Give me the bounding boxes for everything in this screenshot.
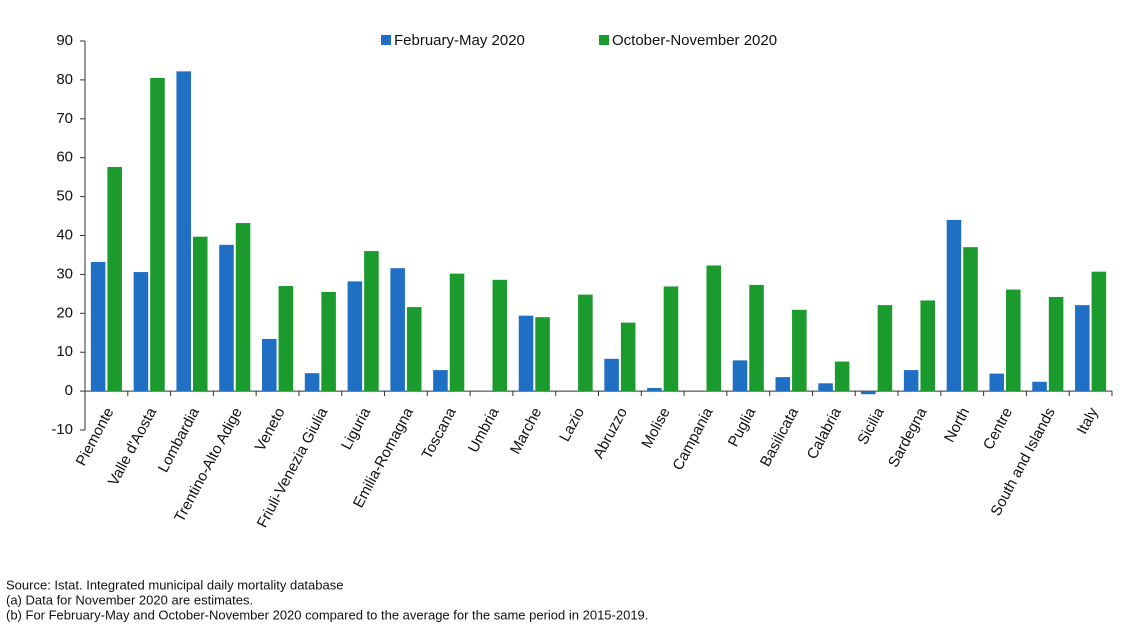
footnote: (a) Data for November 2020 are estimates… [6,592,253,607]
bar [989,373,1005,392]
bar [390,268,405,392]
bar [304,373,320,392]
x-tick-label: Molise [638,405,673,451]
bar [706,265,722,392]
y-tick-label: 40 [56,226,73,243]
bar [1048,296,1064,392]
bar [262,338,277,392]
bar [235,223,251,392]
x-tick-label: Italy [1074,404,1102,437]
y-tick-label: 10 [56,343,73,360]
y-tick-label: 90 [56,32,73,49]
x-tick-label: Centre [980,405,1016,453]
bar [449,273,465,392]
bar [578,294,593,392]
bar [647,387,662,392]
x-tick-label: Lazio [556,405,588,445]
bar [903,370,919,392]
y-tick-label: 60 [56,149,73,166]
bar [433,370,448,392]
y-tick-label: 70 [56,110,73,127]
legend-swatch [381,35,391,45]
x-tick-label: Basilicata [757,404,802,469]
x-tick-label: Veneto [252,405,289,454]
footnote: (b) For February-May and October-Novembe… [6,607,648,622]
legend-label: February-May 2020 [394,32,525,49]
bar [861,391,876,395]
x-tick-label: Puglia [725,404,760,449]
y-tick-label: -10 [51,421,73,438]
source-note: Source: Istat. Integrated municipal dail… [6,577,343,592]
bar [364,251,379,392]
bar [347,281,363,392]
x-tick-label: Piemonte [73,405,118,469]
bar [732,360,748,392]
bar [90,261,106,392]
bar [176,71,191,392]
y-tick-label: 80 [56,71,73,88]
bar [663,286,679,392]
bar [133,272,149,392]
bar [321,291,336,392]
x-tick-label: Marche [507,405,545,457]
bar [535,317,550,392]
bar [192,236,208,392]
bar [775,377,791,392]
bar [278,286,294,392]
x-tick-label: Lombardia [155,404,204,475]
bar [518,315,534,392]
x-tick-label: Toscana [419,404,461,462]
legend-swatch [599,35,609,45]
bar [834,361,850,392]
bar [150,77,165,392]
bar [963,247,978,392]
bar [946,219,962,392]
bar [1075,305,1090,392]
bar [1032,381,1047,392]
bar [1091,271,1107,392]
legend-label: October-November 2020 [612,32,777,49]
bar [920,300,935,392]
bar [406,307,422,392]
bar [492,279,508,392]
x-tick-label: Calabria [804,404,846,462]
bar [749,284,764,392]
y-tick-label: 30 [56,265,73,282]
y-tick-label: 0 [65,382,73,399]
x-tick-label: Umbria [465,404,503,455]
x-tick-label: Sicilia [854,404,888,447]
y-tick-label: 20 [56,304,73,321]
bar [604,358,619,392]
bar [877,305,893,392]
bar [1006,289,1021,392]
x-tick-label: North [941,405,973,445]
x-tick-label: Abruzzo [590,405,631,462]
x-tick-label: Liguria [338,404,374,452]
bar [792,309,807,392]
bar [107,167,122,392]
bar [818,383,833,392]
x-tick-label: Campania [669,404,716,473]
y-tick-label: 50 [56,188,73,205]
bar [219,244,234,392]
bar [620,322,636,392]
x-tick-label: Sardegna [885,404,931,470]
